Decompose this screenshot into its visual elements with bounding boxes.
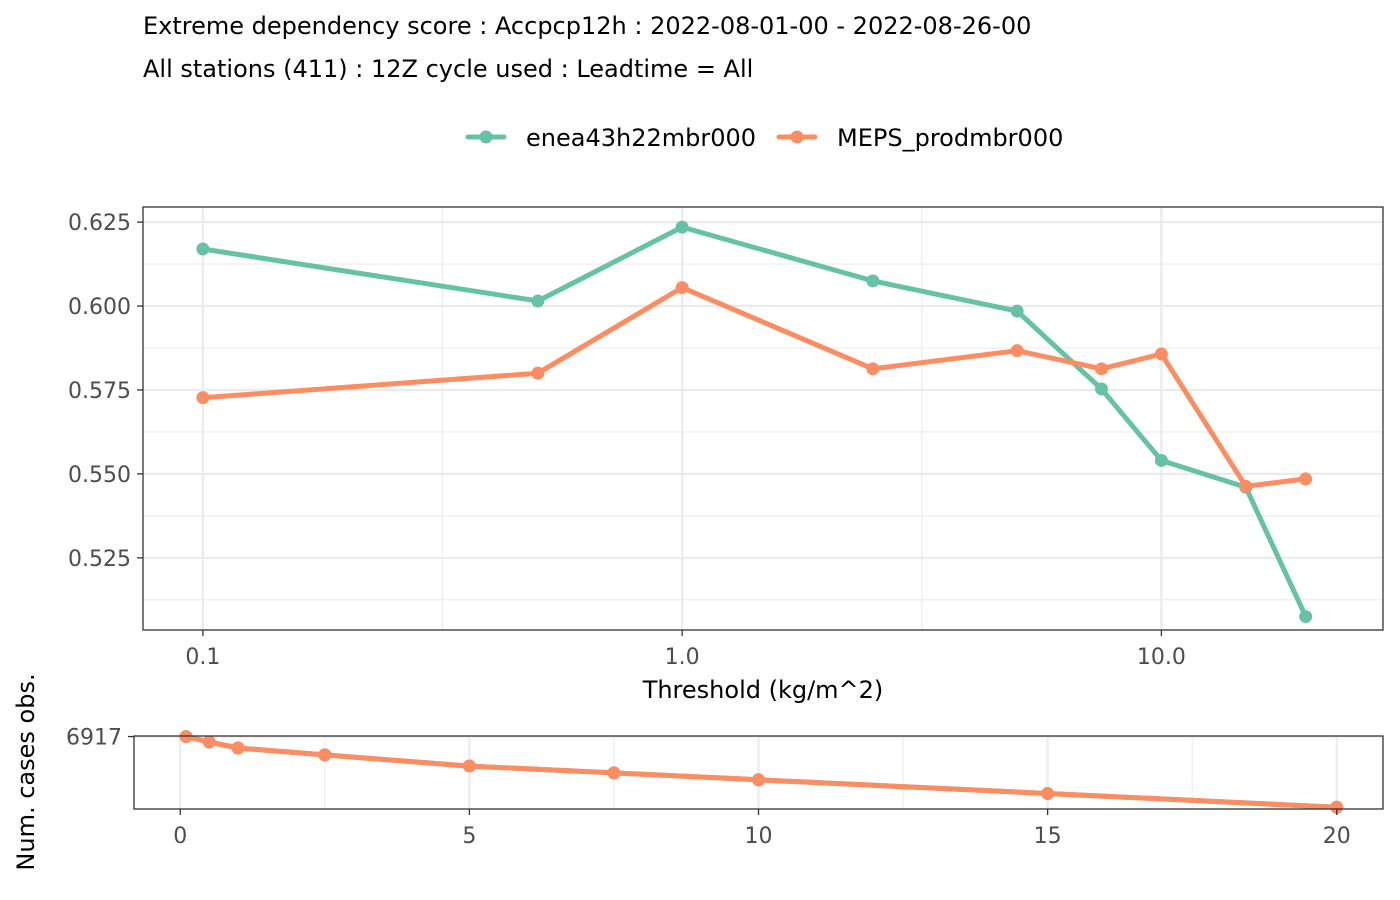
data-point-enea43h22mbr000: [675, 220, 689, 234]
x-axis-title: Threshold (kg/m^2): [642, 676, 884, 704]
x-tick-label: 1.0: [665, 645, 700, 670]
data-point-enea43h22mbr000: [196, 242, 210, 256]
x-tick-label: 15: [1034, 824, 1062, 849]
lower-y-axis-title: Num. cases obs.: [12, 673, 40, 870]
x-tick-label: 0.1: [185, 645, 220, 670]
data-point-enea43h22mbr000: [1299, 610, 1313, 624]
x-tick-label: 5: [462, 824, 476, 849]
series-line-MEPS_prodmbr000: [183, 734, 1340, 810]
panel-border: [142, 206, 1384, 631]
legend-label-enea43h22mbr000: enea43h22mbr000: [526, 124, 756, 152]
data-point-MEPS_prodmbr000: [1330, 800, 1344, 814]
legend-label-MEPS_prodmbr000: MEPS_prodmbr000: [837, 124, 1063, 152]
series-line-MEPS_prodmbr000: [200, 285, 1309, 489]
chart-title-line-2: All stations (411) : 12Z cycle used : Le…: [143, 55, 753, 83]
data-point-MEPS_prodmbr000: [531, 366, 545, 380]
legend: enea43h22mbr000 MEPS_prodmbr000: [465, 124, 1063, 152]
data-point-enea43h22mbr000: [1154, 453, 1168, 467]
x-tick-label: 10.0: [1137, 645, 1186, 670]
legend-key-point-enea43h22mbr000: [479, 130, 493, 144]
data-point-MEPS_prodmbr000: [1299, 472, 1313, 486]
y-tick-label: 0.625: [68, 211, 131, 236]
y-tick-label: 6917: [66, 726, 122, 751]
data-point-MEPS_prodmbr000: [1095, 362, 1109, 376]
data-point-MEPS_prodmbr000: [196, 391, 210, 405]
num-cases-panel: 0 5 10 15 20 6917: [66, 726, 1384, 849]
data-point-MEPS_prodmbr000: [866, 362, 880, 376]
data-point-MEPS_prodmbr000: [202, 735, 216, 749]
x-tick-label: 0: [173, 824, 187, 849]
data-point-MEPS_prodmbr000: [462, 759, 476, 773]
data-point-MEPS_prodmbr000: [752, 773, 765, 787]
data-point-MEPS_prodmbr000: [231, 741, 245, 755]
data-point-MEPS_prodmbr000: [318, 748, 332, 762]
chart-title-line-1: Extreme dependency score : Accpcp12h : 2…: [143, 12, 1031, 40]
data-point-MEPS_prodmbr000: [607, 766, 621, 780]
y-tick-label: 0.550: [68, 463, 131, 488]
x-tick-label: 20: [1323, 824, 1351, 849]
data-point-MEPS_prodmbr000: [1010, 344, 1024, 358]
x-tick-label: 10: [745, 824, 773, 849]
legend-key-point-MEPS_prodmbr000: [790, 130, 804, 144]
y-tick-label: 0.600: [68, 295, 131, 320]
data-point-MEPS_prodmbr000: [675, 281, 689, 295]
data-point-MEPS_prodmbr000: [1239, 479, 1253, 493]
data-point-enea43h22mbr000: [531, 294, 545, 308]
data-point-enea43h22mbr000: [1010, 304, 1024, 318]
data-point-enea43h22mbr000: [866, 274, 880, 288]
data-point-MEPS_prodmbr000: [1154, 347, 1168, 361]
data-point-enea43h22mbr000: [1095, 382, 1109, 396]
y-tick-label: 0.575: [68, 379, 131, 404]
data-point-MEPS_prodmbr000: [1041, 787, 1055, 801]
main-plot-panel: 0.1 1.0 10.0 0.525 0.550 0.575 0.600 0.625: [68, 206, 1384, 670]
y-tick-label: 0.525: [68, 547, 131, 572]
